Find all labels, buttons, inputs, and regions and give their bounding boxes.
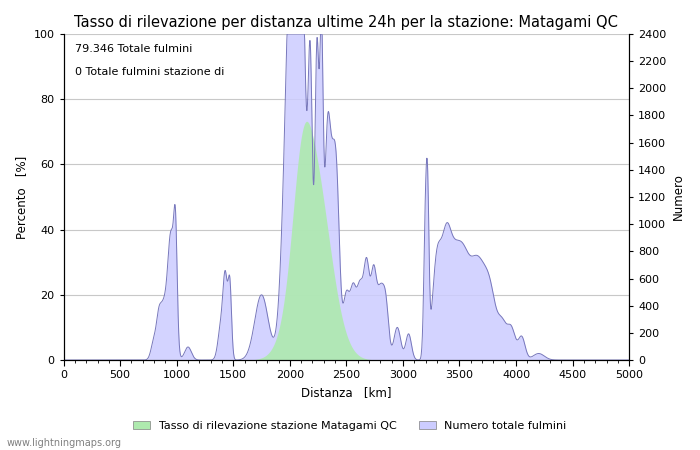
- Text: 79.346 Totale fulmini: 79.346 Totale fulmini: [75, 44, 192, 54]
- Title: Tasso di rilevazione per distanza ultime 24h per la stazione: Matagami QC: Tasso di rilevazione per distanza ultime…: [74, 15, 618, 30]
- Text: www.lightningmaps.org: www.lightningmaps.org: [7, 438, 122, 448]
- Y-axis label: Numero: Numero: [672, 174, 685, 220]
- Y-axis label: Percento   [%]: Percento [%]: [15, 155, 28, 239]
- X-axis label: Distanza   [km]: Distanza [km]: [301, 386, 391, 399]
- Text: 0 Totale fulmini stazione di: 0 Totale fulmini stazione di: [75, 67, 224, 76]
- Legend: Tasso di rilevazione stazione Matagami QC, Numero totale fulmini: Tasso di rilevazione stazione Matagami Q…: [129, 416, 571, 436]
